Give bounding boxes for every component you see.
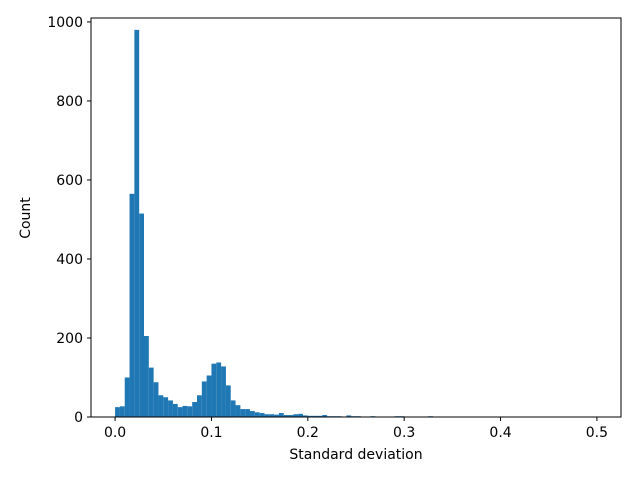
x-tick-label: 0.2 [297,425,319,441]
histogram-bar [172,403,178,417]
histogram-bar [240,409,246,417]
histogram-bar [148,367,154,417]
histogram-bar [225,385,231,417]
y-tick-label: 200 [56,331,83,347]
histogram-bar [163,397,169,417]
histogram-bar [216,362,222,417]
y-tick-label: 0 [74,410,83,426]
histogram-bar [201,381,207,417]
histogram-bar [317,415,323,417]
histogram-bar [192,401,197,417]
histogram-bar [144,336,149,417]
histogram-bar [230,400,236,417]
histogram-bar [298,413,303,417]
histogram-bar [158,395,164,417]
x-tick-label: 0.5 [586,425,608,441]
histogram-bar [250,411,255,417]
plot-frame [90,17,622,418]
histogram-bar [139,213,144,417]
histogram-bar [259,413,265,417]
x-tick-label: 0.4 [489,425,511,441]
histogram-bar [264,414,270,417]
histogram-bar [211,363,217,417]
histogram-bar [293,414,299,417]
histogram-bars [115,29,597,418]
histogram-bar [307,415,313,417]
histogram-bar [206,375,212,417]
histogram-bar [168,400,173,417]
histogram-bar [288,415,294,417]
histogram-bar [134,29,140,418]
x-axis-label: Standard deviation [289,447,422,463]
histogram-bar [115,407,120,417]
y-tick-label: 600 [56,173,83,189]
histogram-bar [322,415,328,417]
histogram-bar [197,395,202,417]
x-tick-label: 0.1 [200,425,222,441]
histogram-bar [346,415,352,417]
histogram-bar [278,413,284,417]
histogram-bar [221,366,226,417]
histogram-bar [312,415,318,417]
histogram-bar [177,407,183,417]
histogram-bar [303,415,308,417]
histogram-bar [283,415,289,417]
histogram-bar [153,382,159,417]
y-axis-label: Count [18,197,34,239]
histogram-bar [129,193,135,417]
y-tick-label: 800 [56,94,83,110]
x-axis-ticks: 0.0 0.1 0.2 0.3 0.4 0.5 [104,417,608,441]
histogram-bar [235,405,241,417]
histogram-bar [182,405,188,417]
y-tick-label: 400 [56,252,83,268]
histogram-bar [254,412,260,417]
histogram-bar [119,406,125,417]
histogram-bar [124,377,130,417]
histogram-bar [269,414,275,417]
x-tick-label: 0.0 [104,425,126,441]
histogram-bar [245,409,250,417]
x-tick-label: 0.3 [393,425,415,441]
y-axis-ticks: 0 200 400 600 800 1000 [47,15,91,426]
histogram-bar [274,414,279,417]
y-tick-label: 1000 [47,15,83,31]
histogram-bar [187,406,193,417]
